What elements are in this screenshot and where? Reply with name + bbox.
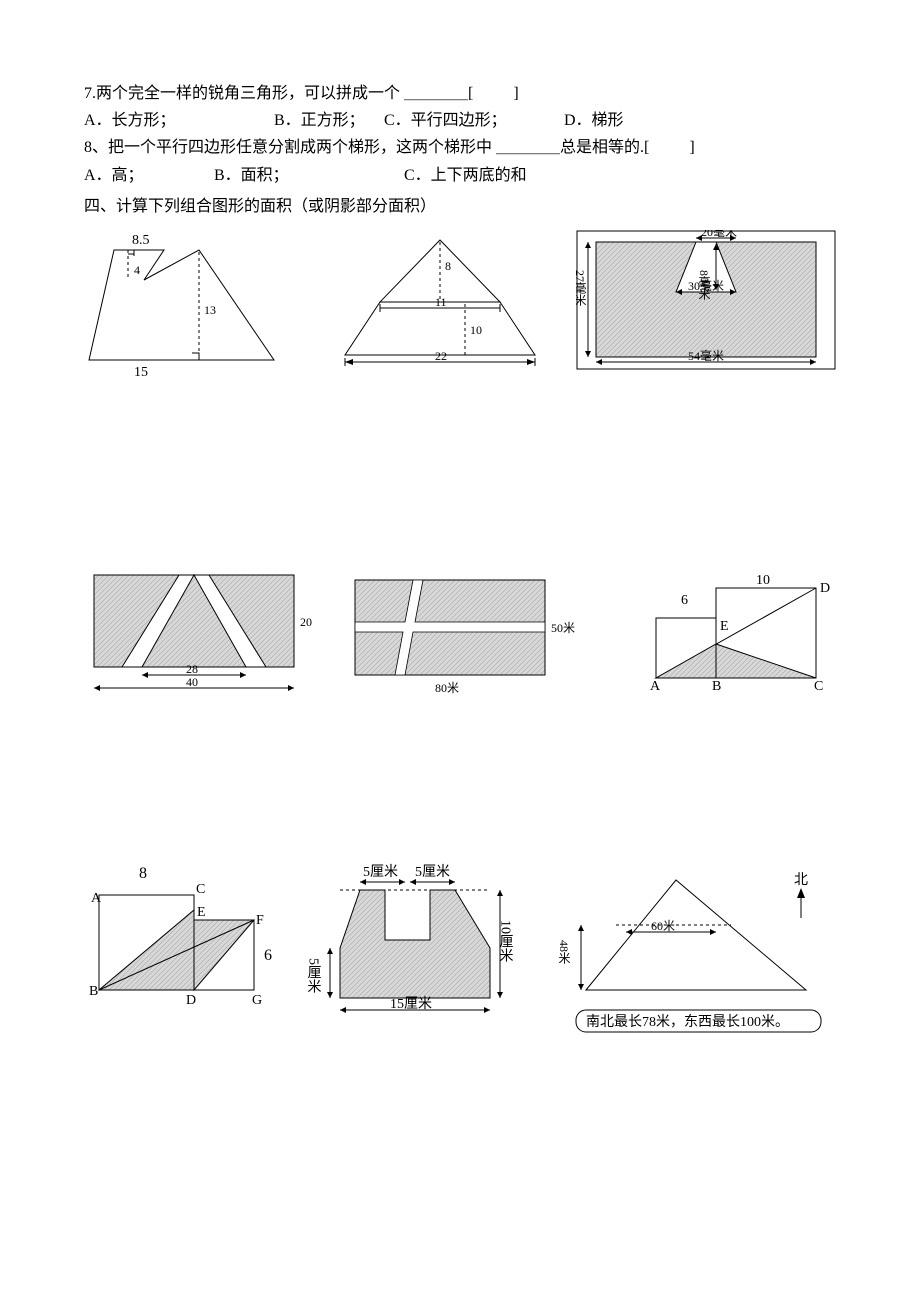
- fig1-label-b: 4: [134, 263, 140, 277]
- q8-opt-b: B．面积；: [214, 162, 364, 189]
- fig8-l: 5厘米: [306, 958, 322, 993]
- q7-opt-a: A．长方形；: [84, 107, 234, 134]
- figure-row-2: 20 28 40 50米 80米 10 6 A B C D E: [84, 570, 836, 700]
- fig6-D: D: [820, 581, 830, 596]
- fig7-E: E: [197, 905, 206, 920]
- fig6-B: B: [712, 679, 721, 694]
- fig2-label-d: 22: [435, 349, 447, 363]
- q8-text: 8、把一个平行四边形任意分割成两个梯形，这两个梯形中 ＿＿＿＿总是相等的.[ ]: [84, 134, 836, 161]
- figure-row-1: 8.5 4 13 15 8 11 10 22 20毫米: [84, 230, 836, 380]
- fig7-C: C: [196, 882, 205, 897]
- fig8-t1: 5厘米: [363, 864, 398, 880]
- q8-opt-c: C．上下两底的和: [404, 162, 527, 189]
- figure-7: 8 A B C D E F G 6: [84, 860, 284, 1020]
- fig3-top: 20毫米: [701, 230, 737, 239]
- fig4-inner: 28: [186, 662, 198, 676]
- fig9-north-label: 北: [794, 872, 808, 888]
- fig8-b: 15厘米: [390, 996, 432, 1012]
- fig1-label-d: 15: [134, 365, 148, 380]
- figure-1: 8.5 4 13 15: [84, 230, 304, 380]
- fig2-label-a: 8: [445, 259, 451, 273]
- fig1-label-a: 8.5: [132, 233, 150, 248]
- figure-row-3: 8 A B C D E F G 6 5厘米 5厘米 10厘米: [84, 860, 836, 1040]
- fig2-label-c: 10: [470, 323, 482, 337]
- q7-options: A．长方形； B．正方形； C．平行四边形； D．梯形: [84, 107, 836, 134]
- fig7-B: B: [89, 984, 98, 999]
- figure-6: 10 6 A B C D E: [616, 570, 836, 700]
- q8-opt-a: A．高；: [84, 162, 174, 189]
- figure-5: 50米 80米: [345, 570, 585, 700]
- fig8-r: 10厘米: [498, 920, 514, 962]
- figure-3: 20毫米 8毫米 30毫米 27毫米 54毫米: [576, 230, 836, 370]
- fig9-h: 48米: [557, 940, 571, 964]
- q7-opt-b: B．正方形；: [274, 107, 374, 134]
- fig3-left: 27毫米: [576, 270, 587, 306]
- fig6-C: C: [814, 679, 823, 694]
- figure-2: 8 11 10 22: [335, 230, 545, 370]
- fig7-F: F: [256, 913, 264, 928]
- fig7-t: 8: [139, 865, 147, 882]
- fig7-s: 6: [264, 947, 272, 964]
- fig6-E: E: [720, 619, 729, 634]
- fig9-w: 60米: [651, 919, 675, 933]
- q8-options: A．高； B．面积； C．上下两底的和: [84, 162, 836, 189]
- fig2-label-b: 11: [435, 295, 447, 309]
- fig6-b: 6: [681, 593, 688, 608]
- fig3-bottom: 54毫米: [688, 348, 724, 363]
- fig7-A: A: [91, 891, 102, 906]
- q7-text: 7.两个完全一样的锐角三角形，可以拼成一个 ＿＿＿＿[ ]: [84, 80, 836, 107]
- fig4-h: 20: [300, 615, 312, 629]
- fig9-note: 南北最长78米，东西最长100米。: [586, 1014, 789, 1030]
- q7-opt-c: C．平行四边形；: [384, 107, 524, 134]
- fig4-outer: 40: [186, 675, 198, 689]
- fig5-h: 50米: [551, 621, 575, 635]
- fig6-A: A: [650, 679, 661, 694]
- fig3-mid: 30毫米: [688, 278, 724, 293]
- fig7-G: G: [252, 993, 262, 1008]
- section-4-title: 四、计算下列组合图形的面积（或阴影部分面积）: [84, 193, 836, 220]
- fig6-a: 10: [756, 573, 770, 588]
- fig7-D: D: [186, 993, 196, 1008]
- figure-8: 5厘米 5厘米 10厘米 5厘米 15厘米: [305, 860, 535, 1030]
- fig1-label-c: 13: [204, 303, 216, 317]
- figure-4: 20 28 40: [84, 570, 314, 700]
- fig5-w: 80米: [435, 681, 459, 695]
- fig8-t2: 5厘米: [415, 864, 450, 880]
- figure-9: 60米 48米 北 南北最长78米，东西最长100米。: [556, 860, 836, 1040]
- q7-opt-d: D．梯形: [564, 107, 624, 134]
